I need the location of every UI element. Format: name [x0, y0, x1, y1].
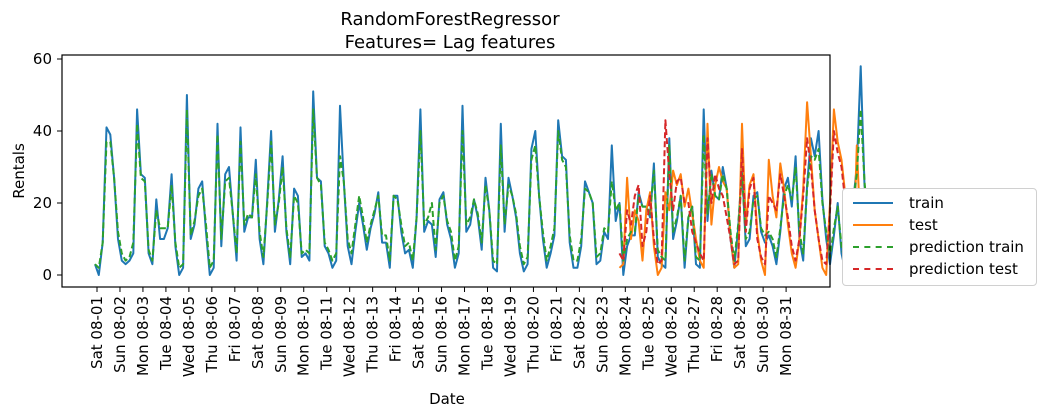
x-tick-label: Mon 08-31 [777, 296, 795, 376]
y-tick-label: 20 [33, 194, 52, 212]
x-tick-label: Thu 08-27 [685, 296, 703, 374]
x-tick-label: Wed 08-26 [662, 296, 680, 377]
series-prediction-test [618, 119, 885, 266]
x-tick-label: Fri 08-21 [547, 296, 565, 362]
chart-title: RandomForestRegressor Features= Lag feat… [340, 9, 560, 53]
x-tick-label: Sun 08-16 [433, 296, 451, 373]
legend-item-prediction-test: prediction test [853, 259, 1018, 279]
x-tick-label: Tue 08-25 [639, 296, 657, 371]
x-tick-label: Sat 08-15 [410, 296, 428, 369]
legend-item-test: test [853, 215, 938, 235]
x-tick-label: Wed 08-12 [341, 296, 359, 377]
legend-label: prediction train [909, 238, 1024, 256]
x-tick-label: Sun 08-23 [593, 296, 611, 373]
x-tick-label: Mon 08-03 [134, 296, 152, 376]
series-test [618, 101, 885, 276]
x-tick-label: Mon 08-24 [616, 296, 634, 376]
y-tick-label: 60 [33, 50, 52, 68]
x-tick-label: Wed 08-19 [501, 296, 519, 377]
x-tick-label: Sat 08-01 [88, 296, 106, 369]
series-train [94, 65, 870, 276]
y-tick-label: 0 [42, 266, 52, 284]
x-tick-label: Tue 08-18 [478, 296, 496, 371]
x-tick-label: Tue 08-04 [157, 296, 175, 371]
x-axis-label: Date [429, 390, 465, 408]
x-tick-label: Tue 08-11 [318, 296, 336, 371]
chart-title-line-1: RandomForestRegressor [340, 9, 560, 30]
x-tick-label: Thu 08-20 [524, 296, 542, 374]
legend-dashed-line-icon [853, 268, 893, 270]
x-tick-label: Sat 08-08 [249, 296, 267, 369]
y-tick-label: 40 [33, 122, 52, 140]
legend-label: train [909, 194, 944, 212]
y-axis-label: Rentals [10, 143, 28, 199]
legend-dashed-line-icon [853, 246, 893, 248]
legend-line-icon [853, 202, 893, 204]
x-tick-label: Sun 08-02 [111, 296, 129, 373]
x-tick-label: Thu 08-06 [203, 296, 221, 374]
x-tick-label: Wed 08-05 [180, 296, 198, 377]
x-tick-label: Sat 08-29 [731, 296, 749, 369]
x-tick-label: Thu 08-13 [364, 296, 382, 374]
legend-item-train: train [853, 193, 944, 213]
x-tick-label: Mon 08-17 [456, 296, 474, 376]
y-axis: 0 20 40 60 [33, 50, 62, 284]
chart-title-line-2: Features= Lag features [345, 32, 556, 53]
chart-legend: train test prediction train prediction t… [842, 188, 1037, 286]
x-tick-label: Sun 08-30 [754, 296, 772, 373]
plot-lines [94, 65, 885, 276]
legend-label: prediction test [909, 260, 1018, 278]
x-tick-label: Fri 08-07 [226, 296, 244, 362]
x-axis: Sat 08-01 Sun 08-02 Mon 08-03 Tue 08-04 Wed … [88, 287, 795, 377]
x-tick-label: Sat 08-22 [570, 296, 588, 369]
legend-item-prediction-train: prediction train [853, 237, 1024, 257]
legend-label: test [909, 216, 938, 234]
x-tick-label: Mon 08-10 [295, 296, 313, 376]
legend-line-icon [853, 224, 893, 226]
plot-frame [61, 54, 831, 288]
x-tick-label: Fri 08-14 [387, 296, 405, 362]
x-tick-label: Sun 08-09 [272, 296, 290, 373]
x-tick-label: Fri 08-28 [708, 296, 726, 362]
